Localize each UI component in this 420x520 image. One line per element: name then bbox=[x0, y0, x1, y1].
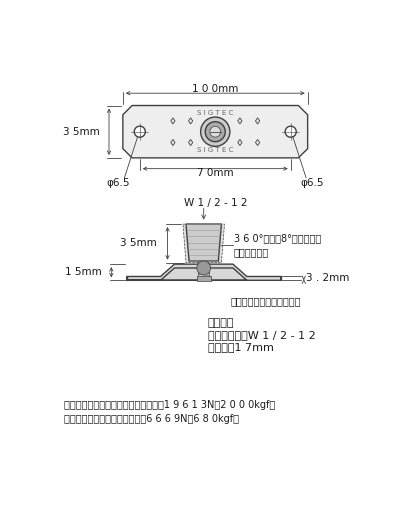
Polygon shape bbox=[186, 224, 221, 261]
Polygon shape bbox=[189, 139, 193, 146]
Text: 1 5mm: 1 5mm bbox=[66, 267, 102, 277]
Polygon shape bbox=[183, 224, 225, 263]
Text: ナットカーリング部最大引張強度　　1 9 6 1 3N（2 0 0 0kgf）: ナットカーリング部最大引張強度 1 9 6 1 3N（2 0 0 0kgf） bbox=[64, 400, 276, 410]
Polygon shape bbox=[238, 139, 242, 146]
Circle shape bbox=[285, 126, 296, 137]
Text: S I G T E C: S I G T E C bbox=[197, 110, 234, 116]
Polygon shape bbox=[189, 118, 193, 124]
Polygon shape bbox=[123, 106, 307, 158]
Circle shape bbox=[197, 261, 211, 275]
Text: 3 5mm: 3 5mm bbox=[63, 127, 100, 137]
Text: 3 6 0°方向に8°傾斜しても
自由回転可能: 3 6 0°方向に8°傾斜しても 自由回転可能 bbox=[234, 233, 321, 257]
Text: 対辺　　1 7mm: 対辺 1 7mm bbox=[207, 342, 273, 353]
Text: S I G T E C: S I G T E C bbox=[197, 147, 234, 153]
Text: φ6.5: φ6.5 bbox=[107, 177, 130, 188]
Polygon shape bbox=[197, 277, 211, 281]
Text: 1 0 0mm: 1 0 0mm bbox=[192, 84, 239, 94]
Polygon shape bbox=[171, 118, 175, 124]
Polygon shape bbox=[255, 118, 260, 124]
Text: 表面処理：ユニクロメッキ: 表面処理：ユニクロメッキ bbox=[230, 296, 301, 306]
Text: ツインタイプ本体変形開始　　6 6 6 9N（6 8 0kgf）: ツインタイプ本体変形開始 6 6 6 9N（6 8 0kgf） bbox=[64, 414, 239, 424]
Text: 7 0mm: 7 0mm bbox=[197, 167, 234, 177]
Circle shape bbox=[205, 122, 225, 142]
Text: φ6.5: φ6.5 bbox=[301, 177, 324, 188]
Text: 3 . 2mm: 3 . 2mm bbox=[306, 274, 349, 283]
Circle shape bbox=[134, 126, 145, 137]
Text: 高ナット: 高ナット bbox=[207, 318, 234, 328]
Circle shape bbox=[201, 117, 230, 146]
Polygon shape bbox=[127, 264, 281, 280]
Circle shape bbox=[210, 126, 220, 137]
Text: W 1 / 2 - 1 2: W 1 / 2 - 1 2 bbox=[184, 198, 247, 207]
Text: 接続ネジ部　W 1 / 2 - 1 2: 接続ネジ部 W 1 / 2 - 1 2 bbox=[207, 330, 315, 340]
Polygon shape bbox=[238, 118, 242, 124]
Text: 3 5mm: 3 5mm bbox=[120, 238, 157, 249]
Polygon shape bbox=[255, 139, 260, 146]
Polygon shape bbox=[171, 139, 175, 146]
